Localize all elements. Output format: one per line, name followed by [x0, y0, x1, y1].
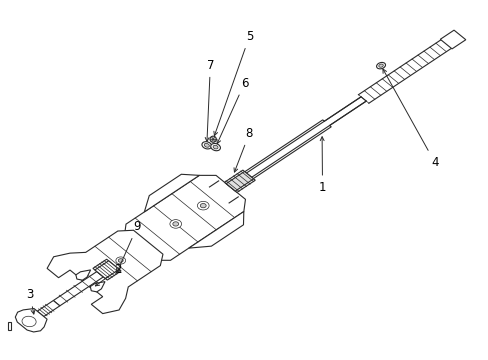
Polygon shape: [76, 270, 90, 280]
Text: 1: 1: [318, 137, 325, 194]
Polygon shape: [226, 171, 253, 191]
Polygon shape: [224, 170, 255, 192]
Polygon shape: [144, 174, 199, 212]
Text: 7: 7: [205, 59, 214, 141]
Polygon shape: [240, 120, 330, 182]
Polygon shape: [7, 323, 11, 330]
Polygon shape: [439, 30, 465, 49]
Ellipse shape: [210, 143, 220, 151]
Circle shape: [172, 222, 178, 226]
Ellipse shape: [213, 145, 218, 149]
Text: 3: 3: [26, 288, 35, 314]
Ellipse shape: [204, 143, 209, 147]
Text: 9: 9: [116, 220, 141, 273]
Ellipse shape: [22, 316, 36, 327]
Polygon shape: [95, 261, 119, 279]
Polygon shape: [188, 212, 244, 248]
Circle shape: [200, 203, 206, 208]
Polygon shape: [242, 97, 366, 180]
Text: 2: 2: [95, 263, 121, 286]
Polygon shape: [15, 309, 47, 332]
Polygon shape: [93, 259, 121, 280]
Ellipse shape: [209, 136, 216, 142]
Polygon shape: [124, 175, 245, 260]
Text: 4: 4: [382, 69, 438, 168]
Text: 6: 6: [217, 77, 248, 144]
Text: 5: 5: [213, 30, 253, 136]
Ellipse shape: [378, 64, 383, 67]
Ellipse shape: [376, 62, 385, 69]
Circle shape: [118, 259, 123, 262]
Circle shape: [116, 257, 125, 264]
Circle shape: [169, 220, 181, 228]
Polygon shape: [53, 271, 103, 306]
Polygon shape: [90, 282, 105, 292]
Polygon shape: [47, 230, 163, 314]
Ellipse shape: [202, 142, 211, 149]
Circle shape: [197, 201, 209, 210]
Text: 8: 8: [234, 127, 253, 172]
Polygon shape: [37, 301, 60, 316]
